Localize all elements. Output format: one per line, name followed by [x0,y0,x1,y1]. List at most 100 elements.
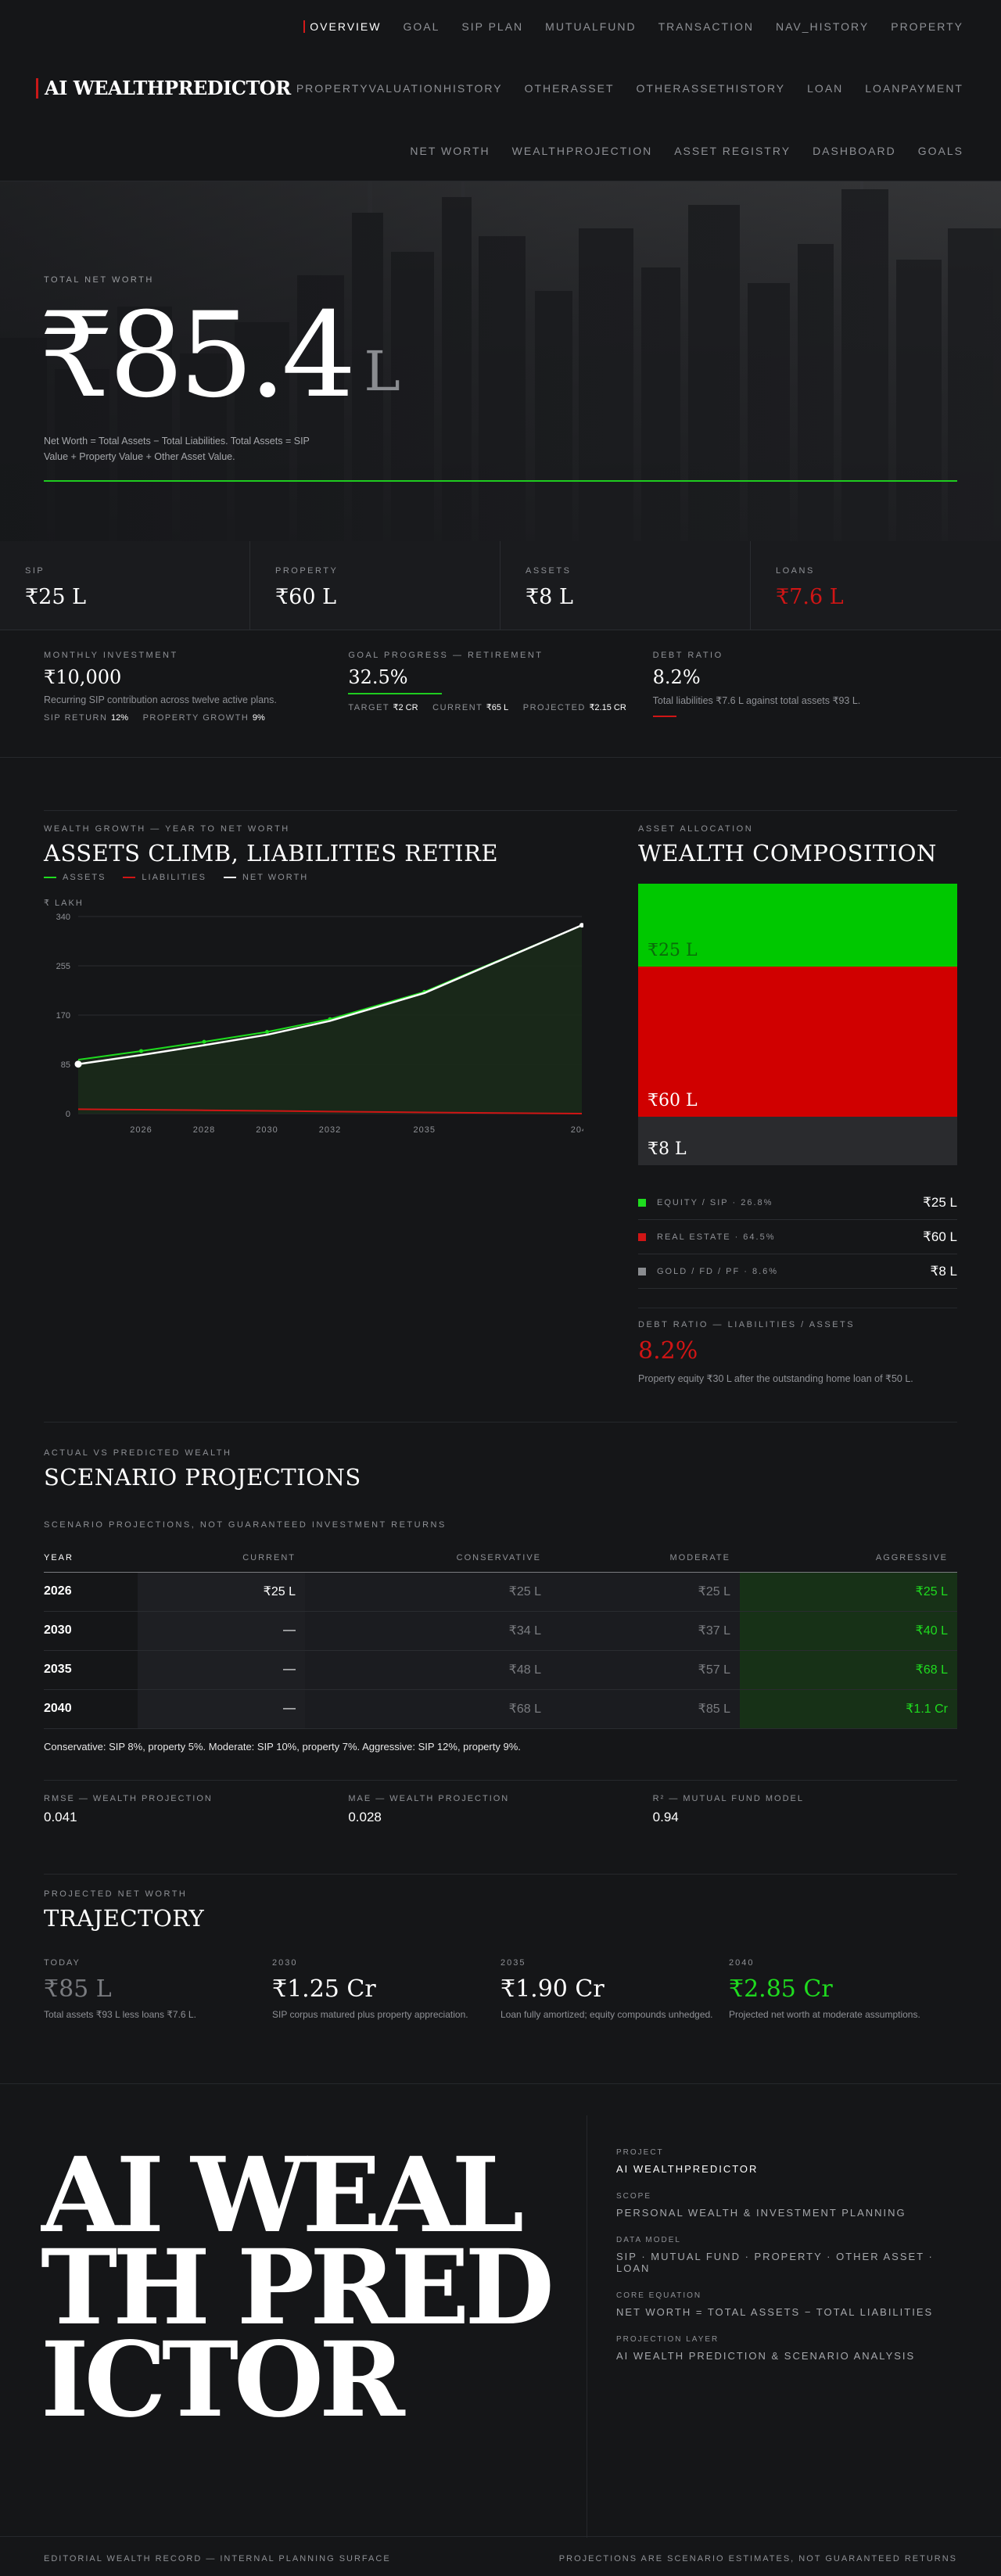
x-tick-label: 2035 [414,1125,436,1135]
series-line-net-worth [77,924,583,1065]
equity-block[interactable]: ₹25 L [638,884,957,967]
trajectory-today: Today ₹85 L Total assets ₹93 L less loans … [44,1958,272,2020]
kpi-value: ₹8 L [526,585,573,609]
col-year[interactable]: Year [44,1544,138,1573]
col-aggressive[interactable]: Aggressive [740,1544,957,1573]
nav-net-worth[interactable]: Net Worth [410,145,490,157]
kpi-sip[interactable]: SIP ₹25 L [0,541,250,630]
target-label: Target [348,703,389,712]
trajectory-value: ₹1.90 Cr [500,1975,605,2003]
nav-label: OtherAssetHistory [636,82,786,95]
legend-swatch [123,877,136,878]
section-divider [0,757,1001,758]
table-row[interactable]: 2040 — ₹68 L ₹85 L ₹1.1 Cr [44,1689,957,1729]
col-conservative[interactable]: Conservative [305,1544,551,1573]
assets-point [265,1029,269,1034]
active-marker [303,20,306,33]
nav-goals[interactable]: Goals [918,145,963,157]
col-moderate[interactable]: Moderate [551,1544,740,1573]
net-worth-number: ₹85.4 [39,288,356,424]
nav-other-asset-history[interactable]: OtherAssetHistory [637,82,786,95]
x-tick-label: 2032 [319,1125,341,1135]
trajectory-2030: 2030 ₹1.25 Cr SIP corpus matured plus prop… [272,1958,500,2020]
wealth-growth-chart[interactable]: ₹ LAKH 0 85 170 255 340 2026 2028 2030 2032 2035 20… [44,899,583,1142]
x-tick-label: 2030 [256,1125,278,1135]
nav-nav-history[interactable]: Nav_History [776,20,869,33]
allocation-label: Gold / FD / PF · 8.6% [657,1266,779,1276]
projected-label: Projected [522,703,586,712]
footer-wordmark: AI WEALTH PREDICTOR [41,2150,554,2441]
current-value: ₹65 L [486,703,509,712]
nav-transaction[interactable]: Transaction [658,20,754,33]
property-growth-value: 9% [252,713,265,723]
kpi-value: ₹25 L [25,585,87,609]
hero-banner: Total Net Worth ₹85.4 L Net Worth = Tota… [0,181,1001,541]
series-line-liabilities [77,1108,583,1114]
other-asset-block[interactable]: ₹8 L [638,1117,957,1165]
table-row[interactable]: 2035 — ₹48 L ₹57 L ₹68 L [44,1650,957,1690]
net-worth-start-point [74,1060,82,1068]
meta-data-model: Data Model SIP · Mutual Fund · Property ·… [616,2236,960,2274]
nav-mutualfund[interactable]: MutualFund [545,20,636,33]
meta-project: Project AI WealthPredictor [616,2148,960,2175]
nav-dashboard[interactable]: Dashboard [813,145,896,157]
trajectory-2040: 2040 ₹2.85 Cr Projected net worth at moder… [729,1958,957,2020]
hero-accent-line [44,480,957,482]
nav-goal[interactable]: Goal [403,20,440,33]
legend-swatch [223,877,236,878]
cell-moderate: ₹57 L [551,1650,740,1690]
meta-value: Net Worth = Total Assets − Total Liabili… [616,2306,934,2318]
allocation-row-gold[interactable]: Gold / FD / PF · 8.6% ₹8 L [638,1254,957,1289]
allocation-row-real-estate[interactable]: Real Estate · 64.5% ₹60 L [638,1220,957,1254]
cell-aggressive: ₹1.1 Cr [740,1689,957,1729]
net-worth-formula: Net Worth = Total Assets − Total Liabili… [44,436,310,462]
section-divider [44,1780,957,1781]
table-header: Year Current Conservative Moderate Aggre… [44,1544,957,1573]
allocation-swatch [638,1198,646,1207]
nav-property[interactable]: Property [891,20,963,33]
brand-mark [36,77,38,99]
kpi-assets[interactable]: Assets ₹8 L [500,541,751,630]
nav-property-valuation-history[interactable]: PropertyValuationHistory [296,82,503,95]
metric-label: Debt Ratio [652,651,723,660]
table-row[interactable]: 2030 — ₹34 L ₹37 L ₹40 L [44,1611,957,1651]
nav-primary: Overview Goal SIP Plan MutualFund Transa… [303,20,963,33]
legend-assets[interactable]: Assets [44,873,106,882]
allocation-row-equity[interactable]: Equity / SIP · 26.8% ₹25 L [638,1186,957,1220]
kpi-loans[interactable]: Loans ₹7.6 L [751,541,1001,630]
trajectory-2035: 2035 ₹1.90 Cr Loan fully amortized; equity… [500,1958,729,2020]
nav-label: Net Worth [410,145,490,157]
trajectory-label: 2030 [272,1958,298,1968]
cell-current: ₹25 L [138,1572,305,1612]
nav-sip-plan[interactable]: SIP Plan [461,20,523,33]
cell-moderate: ₹37 L [551,1611,740,1651]
col-current[interactable]: Current [138,1544,305,1573]
meta-scope: Scope Personal Wealth & Investment Planni… [616,2192,960,2219]
legend-net-worth[interactable]: Net Worth [223,873,308,882]
current-label: Current [432,703,483,712]
nav-loan-payment[interactable]: LoanPayment [865,82,963,95]
site-header: AI WEALTHPREDICTOR Overview Goal SIP Pla… [0,0,1001,181]
real-estate-block[interactable]: ₹60 L [638,967,957,1117]
nav-asset-registry[interactable]: Asset Registry [674,145,791,157]
nav-label: Transaction [658,20,754,33]
nav-tertiary: Net Worth WealthProjection Asset Registr… [410,145,963,157]
cell-aggressive: ₹40 L [740,1611,957,1651]
brand-logo[interactable]: AI WEALTHPREDICTOR [36,77,291,99]
trajectory-desc: Total assets ₹93 L less loans ₹7.6 L. [44,2009,196,2020]
nav-wealth-projection[interactable]: WealthProjection [512,145,653,157]
target-value: ₹2 Cr [393,703,418,712]
cell-moderate: ₹85 L [551,1689,740,1729]
debt-ratio-value: 8.2% [638,1337,698,1365]
nav-loan[interactable]: Loan [807,82,843,95]
nav-label: Asset Registry [674,145,791,157]
nav-label: WealthProjection [511,145,653,157]
table-row[interactable]: 2026 ₹25 L ₹25 L ₹25 L ₹25 L [44,1572,957,1612]
legend-liabilities[interactable]: Liabilities [123,873,206,882]
trajectory-row: Today ₹85 L Total assets ₹93 L less loans … [44,1958,957,2020]
kpi-label: SIP [25,566,45,576]
kpi-property[interactable]: Property ₹60 L [250,541,500,630]
nav-overview[interactable]: Overview [303,20,381,33]
